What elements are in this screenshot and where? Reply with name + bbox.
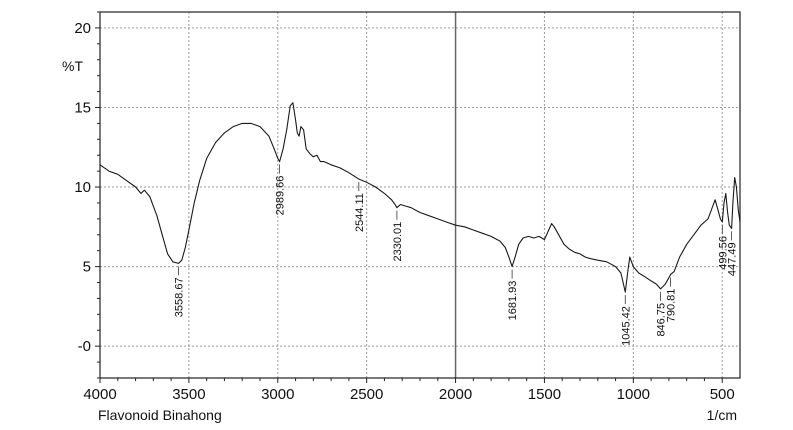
- x-tick-label: 1500: [528, 386, 561, 403]
- x-tick-label: 4000: [83, 386, 116, 403]
- peak-label: 2989.66: [275, 176, 287, 216]
- peak-annotations: 3558.67 2989.66 2544.11 2330.01 1681.93 1045.…: [173, 164, 739, 346]
- y-tick-label: 10: [74, 179, 91, 196]
- axis-ticks: 4000 3500 3000 2500 2000 1500 1000 500 20 15 10 5 -0: [74, 11, 735, 403]
- x-tick-label: 3500: [172, 386, 205, 403]
- peak-label: 3558.67: [173, 277, 185, 317]
- y-axis-label: %T: [62, 58, 83, 74]
- x-tick-label: 2500: [350, 386, 383, 403]
- peak-label: 447.49: [727, 242, 739, 276]
- chart-caption: Flavonoid Binahong: [98, 407, 222, 423]
- y-tick-label: 20: [74, 20, 91, 37]
- peak-label: 846.75: [656, 303, 668, 337]
- peak-label: 499.56: [717, 236, 729, 270]
- x-tick-label: 2000: [439, 386, 472, 403]
- spectrum-line: [99, 102, 741, 293]
- x-tick-label: 3000: [261, 386, 294, 403]
- peak-label: 790.81: [666, 289, 678, 323]
- x-tick-label: 500: [710, 386, 735, 403]
- y-tick-label: -0: [78, 338, 91, 355]
- peak-label: 2544.11: [354, 193, 366, 232]
- y-tick-label: 15: [74, 99, 91, 116]
- peak-label: 1045.42: [620, 306, 632, 346]
- peak-label: 2330.01: [392, 222, 404, 262]
- y-tick-label: 5: [83, 259, 91, 276]
- x-axis-unit: 1/cm: [707, 407, 737, 423]
- peak-label: 1681.93: [507, 281, 519, 321]
- x-tick-label: 1000: [617, 386, 650, 403]
